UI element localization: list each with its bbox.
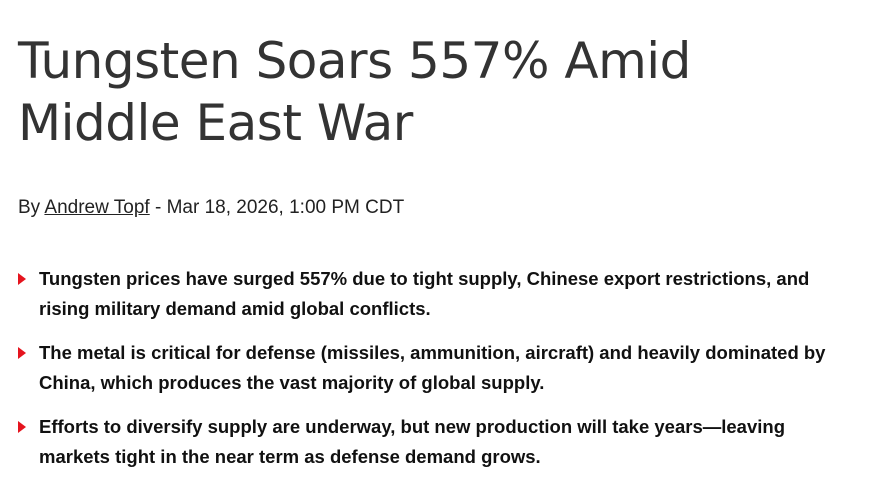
bullet-item: Efforts to diversify supply are underway… (18, 412, 848, 472)
bullet-marker (18, 273, 26, 285)
author-link[interactable]: Andrew Topf (44, 197, 150, 218)
bullet-item: The metal is critical for defense (missi… (18, 338, 848, 398)
bullet-text: Efforts to diversify supply are underway… (39, 416, 785, 467)
bullet-marker (18, 347, 26, 359)
headline: Tungsten Soars 557% Amid Middle East War (18, 32, 691, 152)
bullet-marker (18, 421, 26, 433)
byline-date: - Mar 18, 2026, 1:00 PM CDT (154, 197, 405, 218)
bullet-text: Tungsten prices have surged 557% due to … (39, 268, 810, 319)
byline: By Andrew Topf - Mar 18, 2026, 1:00 PM C… (18, 197, 404, 219)
bullet-list: Tungsten prices have surged 557% due to … (18, 264, 848, 486)
bullet-item: Tungsten prices have surged 557% due to … (18, 264, 848, 324)
byline-prefix: By (18, 197, 41, 218)
bullet-text: The metal is critical for defense (missi… (39, 342, 826, 393)
